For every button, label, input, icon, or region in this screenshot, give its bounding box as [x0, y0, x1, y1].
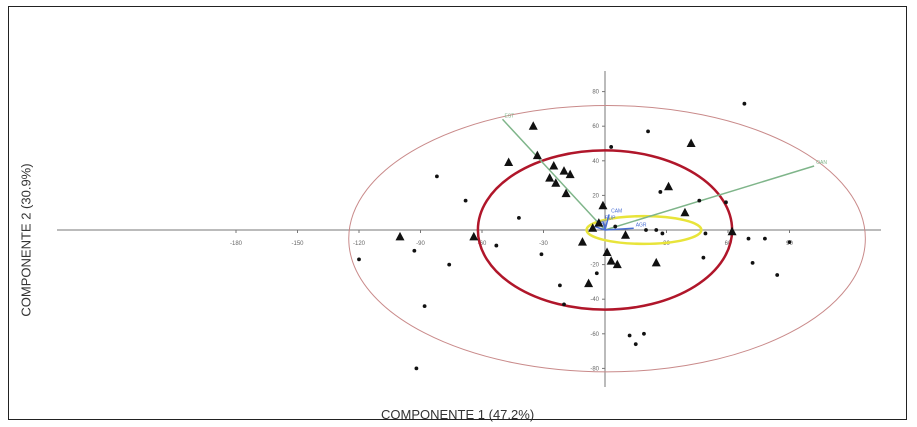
x-tick-label: -60: [478, 241, 487, 247]
x-tick-label: -150: [291, 241, 304, 247]
dot-point: [633, 342, 638, 347]
x-tick-label: -180: [230, 241, 243, 247]
x-tick-label: -120: [353, 241, 366, 247]
dot-point: [654, 228, 659, 232]
x-tick-label: -30: [539, 241, 548, 247]
y-tick-label: 40: [592, 159, 599, 165]
triangle-point: [588, 223, 598, 232]
dot-point: [724, 200, 728, 205]
dot-point: [703, 231, 708, 236]
dot-point: [609, 145, 614, 149]
dot-point: [701, 255, 706, 260]
y-tick-label: -20: [590, 263, 599, 269]
x-axis-label: COMPONENTE 1 (47.2%): [381, 407, 535, 422]
y-tick-label: -60: [590, 332, 599, 338]
y-axis-label: COMPONENTE 2 (30.9%): [18, 163, 34, 317]
y-tick-label: 20: [592, 193, 599, 199]
dot-point: [775, 273, 780, 277]
triangle-point: [532, 150, 542, 160]
inner-ellipse: [585, 214, 703, 246]
y-tick-label: 60: [592, 124, 599, 130]
dot-point: [447, 262, 452, 267]
dot-point: [750, 260, 755, 265]
triangle-point: [612, 259, 622, 269]
y-tick-label: -80: [590, 366, 599, 372]
x-tick-label: -90: [416, 241, 425, 247]
triangle-point: [584, 278, 594, 288]
dot-point: [660, 231, 665, 236]
dot-point: [539, 252, 544, 257]
vector-label-agr: AGR: [636, 222, 647, 228]
vector-est: [501, 118, 606, 231]
triangle-point: [680, 207, 690, 217]
triangle-point: [577, 237, 587, 246]
triangle-point: [621, 230, 630, 239]
triangle-point: [664, 181, 674, 191]
triangle-point: [602, 247, 612, 256]
dot-point: [658, 190, 663, 194]
scatter-plot: -180 -150 -120 -90 -60 -30 30 60 90 -80 -60 -40 -20 2…: [57, 71, 881, 387]
x-tick-label: 90: [786, 241, 793, 247]
dot-point: [562, 302, 566, 307]
y-tick-label: 80: [592, 90, 599, 96]
dot-point: [697, 198, 702, 203]
dot-point: [422, 304, 427, 309]
vector-agr: [604, 227, 634, 231]
vector-label-est: EST: [505, 113, 515, 119]
dot-point: [642, 331, 646, 336]
dot-point: [644, 228, 648, 232]
dot-point: [558, 283, 562, 288]
vector-cam: [604, 214, 610, 231]
triangle-point: [727, 226, 737, 236]
vector-nat: [594, 225, 606, 231]
triangle-point: [559, 166, 569, 175]
vector-label-oan: OAN: [816, 160, 827, 166]
chart-frame: -180 -150 -120 -90 -60 -30 30 60 90 -80 -60 -40 -20 2…: [8, 6, 907, 422]
vector-label-cam: CAM: [611, 208, 622, 214]
dot-point: [787, 240, 792, 245]
dot-point: [435, 174, 439, 179]
triangle-point: [565, 169, 575, 179]
x-tick-label: 30: [663, 241, 670, 247]
dot-point: [357, 257, 361, 262]
triangle-point: [528, 121, 538, 130]
dot-point: [463, 198, 468, 203]
triangle-point: [545, 173, 555, 182]
triangle-point: [561, 188, 571, 198]
triangle-point: [469, 231, 479, 241]
triangle-point: [395, 231, 405, 241]
dot-point: [517, 215, 521, 220]
dot-point: [494, 243, 499, 248]
dot-point: [613, 224, 618, 229]
dot-point: [742, 101, 747, 106]
dot-point: [594, 271, 599, 276]
triangle-point: [651, 257, 661, 267]
vector-oan: [604, 165, 815, 231]
dot-point: [414, 366, 419, 371]
triangle-point: [504, 157, 514, 167]
triangle-point: [551, 178, 561, 187]
dot-point: [412, 248, 417, 253]
x-tick-label: 60: [725, 241, 732, 247]
vector-rup: [602, 221, 606, 231]
dot-point: [763, 236, 767, 241]
triangle-point: [549, 160, 559, 170]
vector-label-rup: RUP: [605, 215, 616, 221]
dot-point: [646, 129, 650, 134]
dot-point: [746, 236, 751, 241]
dot-point: [627, 333, 632, 338]
y-tick-label: -40: [590, 297, 599, 303]
triangle-point: [594, 218, 604, 227]
triangle-point: [606, 256, 616, 265]
triangle-point: [686, 138, 696, 147]
outer-ellipse: [348, 104, 866, 373]
triangle-point: [598, 200, 608, 210]
